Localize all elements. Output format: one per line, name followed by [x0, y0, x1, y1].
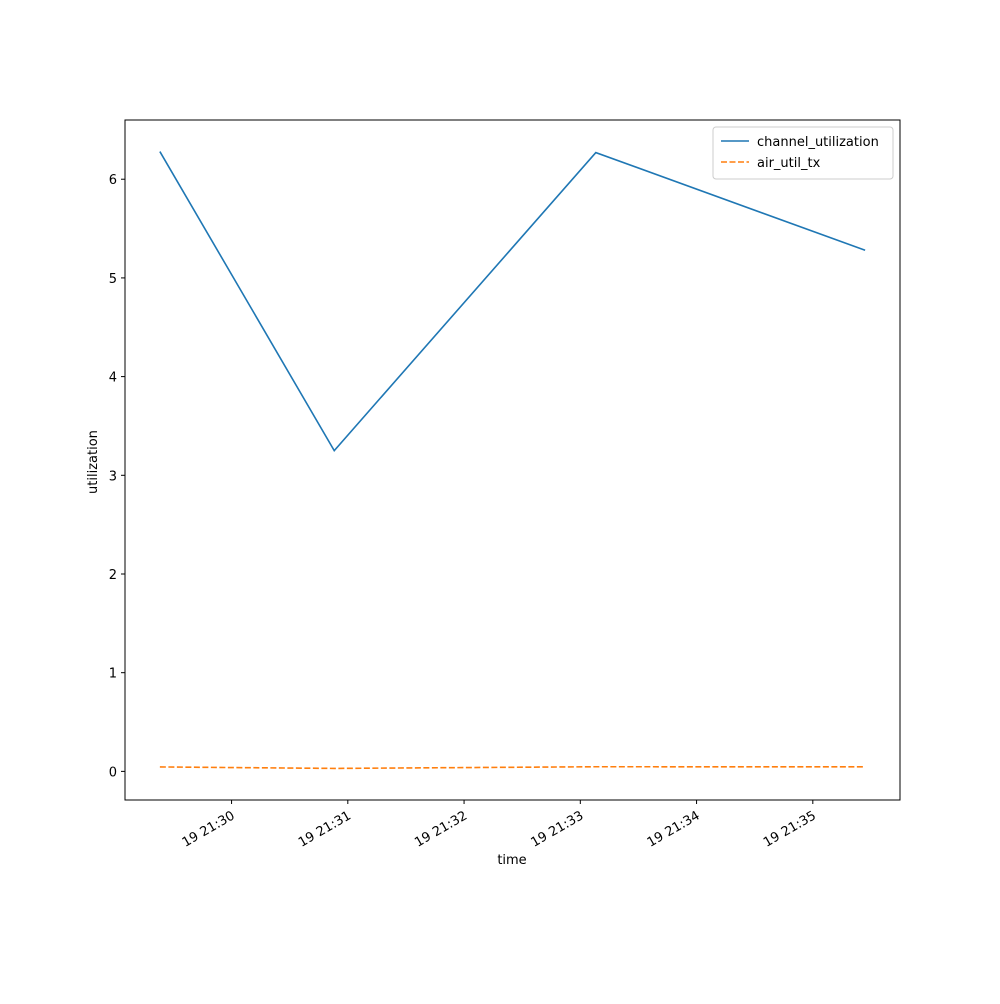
series-line [159, 151, 866, 452]
x-tick-label: 19 21:32 [412, 808, 470, 850]
plot-frame [124, 119, 901, 801]
y-axis-label: utilization [86, 430, 101, 494]
y-tick-label: 3 [109, 469, 117, 484]
y-tick-label: 0 [109, 765, 117, 780]
y-tick-label: 6 [109, 173, 117, 188]
x-tick-label: 19 21:31 [296, 808, 354, 850]
x-axis-label: time [497, 853, 526, 868]
x-tick-label: 19 21:34 [645, 808, 703, 850]
legend-box [712, 126, 894, 180]
y-tick-label: 4 [109, 371, 117, 386]
y-tick-label: 5 [109, 272, 117, 287]
legend: channel_utilization air_util_tx [712, 126, 894, 180]
series-line [159, 765, 866, 770]
legend-label: channel_utilization [757, 135, 879, 150]
legend-label: air_util_tx [757, 156, 821, 171]
x-tick-label: 19 21:33 [528, 808, 586, 850]
y-tick-label: 2 [109, 568, 117, 583]
x-tick-label: 19 21:30 [180, 808, 238, 850]
y-tick-label: 1 [109, 667, 117, 682]
x-tick-label: 19 21:35 [761, 808, 819, 850]
